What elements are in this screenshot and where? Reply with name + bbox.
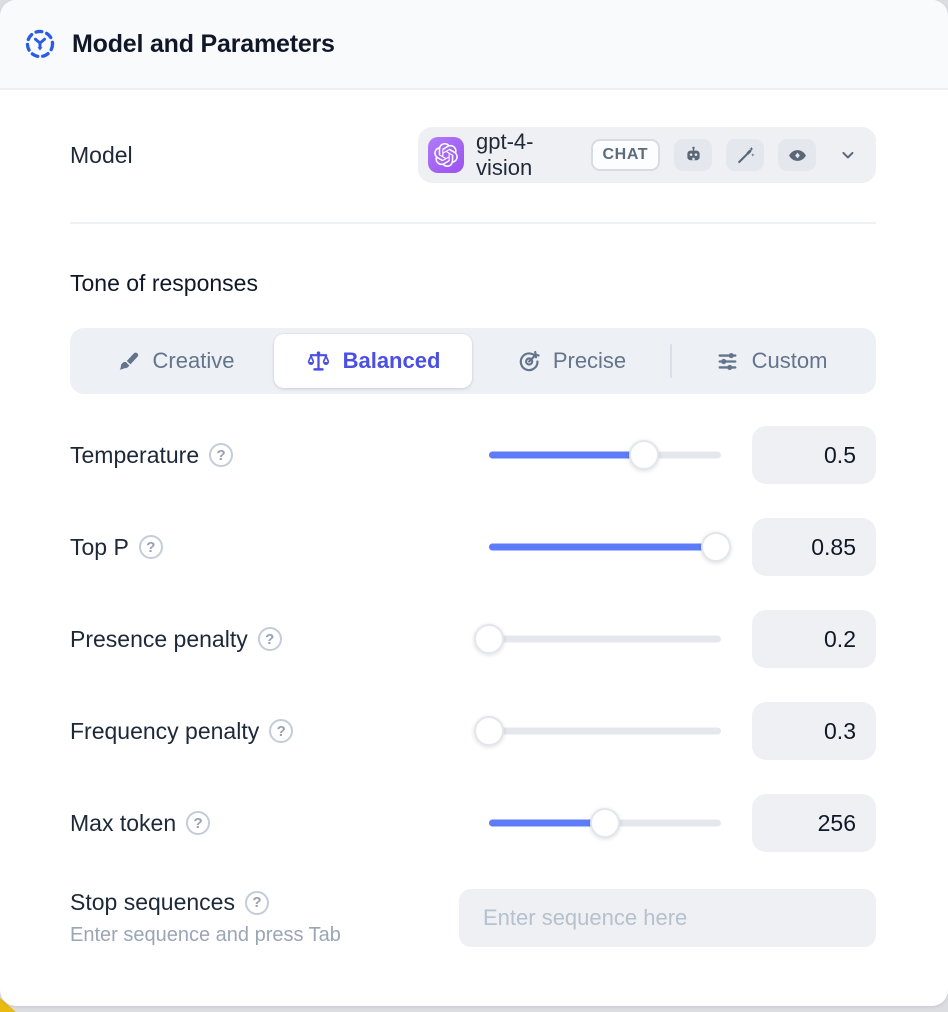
slider-track[interactable] [489, 635, 721, 643]
frequency-penalty-value[interactable]: 0.3 [752, 702, 876, 760]
temperature-slider[interactable] [489, 440, 721, 470]
presence-penalty-value[interactable]: 0.2 [752, 610, 876, 668]
help-icon[interactable]: ? [138, 535, 163, 559]
tone-option-creative[interactable]: Creative [76, 334, 274, 388]
tone-option-custom[interactable]: Custom [672, 334, 870, 388]
help-icon[interactable]: ? [209, 443, 234, 467]
slider-thumb[interactable] [474, 624, 504, 654]
temperature-value[interactable]: 0.5 [752, 426, 876, 484]
tone-option-label: Creative [152, 348, 235, 373]
tone-option-precise[interactable]: Precise [472, 334, 670, 388]
page-title: Model and Parameters [72, 29, 335, 58]
segment-divider [670, 344, 672, 378]
tone-section-heading: Tone of responses [70, 270, 258, 296]
magic-wand-icon [726, 139, 765, 171]
frequency-penalty-slider[interactable] [474, 716, 721, 746]
help-icon[interactable]: ? [244, 890, 269, 915]
temperature-row: Temperature ? 0.5 [70, 426, 876, 484]
top-p-value[interactable]: 0.85 [752, 518, 876, 576]
model-select-dropdown[interactable]: gpt-4-vision CHAT [418, 127, 876, 183]
model-row: Model gpt-4-vision CHAT [70, 127, 876, 183]
slider-thumb[interactable] [474, 716, 504, 746]
stop-sequences-row: Stop sequences ? Enter sequence and pres… [70, 889, 876, 947]
slider-thumb[interactable] [590, 808, 620, 838]
frequency-penalty-row: Frequency penalty ? 0.3 [70, 702, 876, 760]
tone-option-label: Custom [751, 348, 828, 373]
panel-header: Model and Parameters [0, 0, 948, 90]
chat-type-badge: CHAT [590, 139, 661, 171]
slider-thumb[interactable] [629, 440, 660, 470]
tone-option-balanced[interactable]: Balanced [274, 334, 472, 388]
max-token-row: Max token ? 256 [70, 794, 876, 852]
max-token-slider[interactable] [489, 808, 721, 838]
stop-sequences-hint: Enter sequence and press Tab [70, 924, 341, 946]
frequency-penalty-label: Frequency penalty [70, 717, 260, 744]
presence-penalty-label: Presence penalty [70, 625, 248, 652]
top-p-slider[interactable] [489, 532, 732, 562]
slider-fill [489, 819, 605, 827]
chevron-down-icon [842, 151, 854, 159]
slider-track[interactable] [489, 727, 721, 735]
tone-option-label: Precise [552, 348, 627, 373]
stop-sequences-label: Stop sequences [70, 889, 235, 915]
slider-fill [489, 451, 645, 459]
vision-eye-icon [778, 139, 817, 171]
help-icon[interactable]: ? [186, 811, 211, 835]
robot-icon [674, 139, 713, 171]
selected-model-name: gpt-4-vision [476, 129, 534, 180]
model-label: Model [70, 141, 133, 168]
tone-option-label: Balanced [342, 348, 441, 373]
paintbrush-icon [119, 352, 138, 370]
slider-thumb[interactable] [701, 532, 732, 562]
top-p-label: Top P [70, 533, 129, 560]
balance-scale-icon [307, 350, 329, 371]
temperature-label: Temperature [70, 441, 200, 468]
openai-logo [428, 137, 464, 173]
target-arrow-icon [519, 350, 540, 371]
max-token-value[interactable]: 256 [752, 794, 876, 852]
section-divider [70, 222, 876, 224]
presence-penalty-slider[interactable] [474, 624, 721, 654]
tone-segmented-control: Creative Balanced [70, 328, 876, 394]
model-hub-icon [25, 29, 55, 59]
sliders-icon [718, 352, 737, 370]
top-p-row: Top P ? 0.85 [70, 518, 876, 576]
stop-sequence-input[interactable] [459, 889, 876, 947]
help-icon[interactable]: ? [269, 719, 294, 743]
presence-penalty-row: Presence penalty ? 0.2 [70, 610, 876, 668]
slider-fill [489, 543, 717, 551]
max-token-label: Max token [70, 809, 177, 836]
help-icon[interactable]: ? [257, 627, 282, 651]
